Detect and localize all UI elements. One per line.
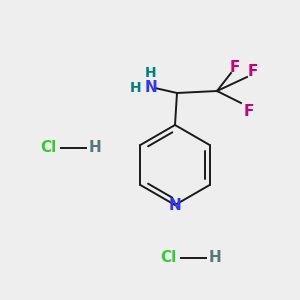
Text: Cl: Cl [40,140,56,155]
Text: N: N [169,197,182,212]
Text: F: F [248,64,258,79]
Text: H: H [130,81,142,95]
Text: N: N [145,80,158,95]
Text: Cl: Cl [160,250,176,266]
Text: H: H [208,250,221,266]
Text: H: H [145,66,157,80]
Text: F: F [244,103,254,118]
Text: H: H [88,140,101,155]
Text: F: F [230,59,240,74]
